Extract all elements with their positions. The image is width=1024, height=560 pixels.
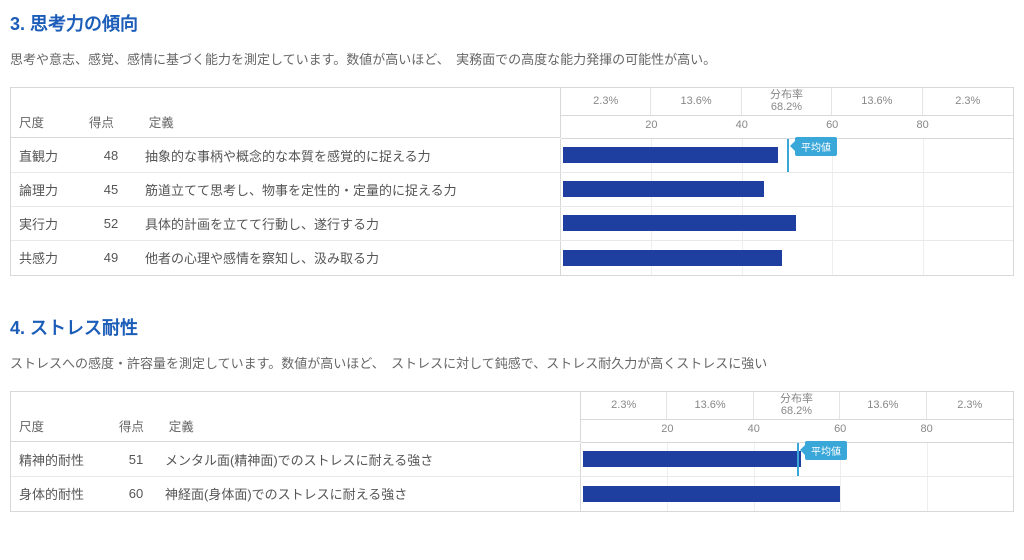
row-bar-cell: 平均値 [581, 443, 1013, 476]
header-scale: 尺度 [11, 416, 111, 435]
row-definition: メンタル面(精神面)でのストレスに耐える強さ [161, 443, 581, 476]
section-title: 4. ストレス耐性 [10, 314, 1014, 340]
distribution-cell: 2.3% [581, 392, 667, 419]
distribution-cell: 13.6% [840, 392, 926, 419]
table-row: 直観力48抽象的な事柄や概念的な本質を感覚的に捉える力 平均値 [11, 139, 1013, 173]
row-bar-cell [581, 477, 1013, 511]
table-row: 身体的耐性60神経面(身体面)でのストレスに耐える強さ [11, 477, 1013, 511]
average-badge: 平均値 [805, 441, 847, 460]
average-badge: 平均値 [795, 137, 837, 156]
header-score: 得点 [111, 416, 161, 435]
section-sec4: 4. ストレス耐性ストレスへの感度・許容量を測定しています。数値が高いほど、 ス… [10, 314, 1014, 512]
row-label: 共感力 [11, 241, 81, 275]
axis-tick: 60 [826, 119, 838, 131]
row-bar-cell: 平均値 [561, 139, 1013, 172]
axis-tick: 80 [920, 423, 932, 435]
table-row: 精神的耐性51メンタル面(精神面)でのストレスに耐える強さ 平均値 [11, 443, 1013, 477]
header-definition: 定義 [161, 416, 580, 435]
row-label: 身体的耐性 [11, 477, 111, 511]
header-definition: 定義 [141, 112, 560, 131]
chart-header: 2.3%13.6%分布率68.2%13.6%2.3%20406080 [581, 392, 1013, 443]
axis-tick: 80 [916, 119, 928, 131]
row-label: 精神的耐性 [11, 443, 111, 476]
row-score: 49 [81, 241, 141, 275]
row-definition: 具体的計画を立てて行動し、遂行する力 [141, 207, 561, 240]
table-header-left: 尺度得点定義 [11, 88, 561, 138]
row-score: 51 [111, 443, 161, 476]
axis-row: 20 40 60 80 [581, 420, 1013, 442]
header-score: 得点 [81, 112, 141, 131]
header-scale: 尺度 [11, 112, 81, 131]
bar [563, 215, 796, 231]
row-bar-cell [561, 241, 1013, 275]
distribution-cell: 2.3% [923, 88, 1013, 115]
row-definition: 抽象的な事柄や概念的な本質を感覚的に捉える力 [141, 139, 561, 172]
table-row: 共感力49他者の心理や感情を察知し、汲み取る力 [11, 241, 1013, 275]
table-header-left: 尺度得点定義 [11, 392, 581, 442]
row-definition: 神経面(身体面)でのストレスに耐える強さ [161, 477, 581, 511]
distribution-cell: 2.3% [927, 392, 1013, 419]
bar [563, 250, 782, 266]
table-row: 実行力52具体的計画を立てて行動し、遂行する力 [11, 207, 1013, 241]
distribution-cell: 2.3% [561, 88, 651, 115]
section-description: 思考や意志、感覚、感情に基づく能力を測定しています。数値が高いほど、 実務面での… [10, 50, 1014, 71]
row-label: 論理力 [11, 173, 81, 206]
bar [583, 451, 801, 467]
distribution-row: 2.3%13.6%分布率68.2%13.6%2.3% [581, 392, 1013, 420]
average-line [787, 139, 789, 172]
axis-row: 20 40 60 80 [561, 116, 1013, 138]
bar [563, 147, 778, 163]
data-panel: 尺度得点定義2.3%13.6%分布率68.2%13.6%2.3%20406080… [10, 87, 1014, 276]
distribution-cell: 13.6% [667, 392, 753, 419]
axis-tick: 40 [748, 423, 760, 435]
row-score: 60 [111, 477, 161, 511]
row-score: 52 [81, 207, 141, 240]
row-score: 48 [81, 139, 141, 172]
distribution-cell: 13.6% [832, 88, 922, 115]
axis-tick: 60 [834, 423, 846, 435]
axis-tick: 20 [645, 119, 657, 131]
data-panel: 尺度得点定義2.3%13.6%分布率68.2%13.6%2.3%20406080… [10, 391, 1014, 512]
row-definition: 筋道立てて思考し、物事を定性的・定量的に捉える力 [141, 173, 561, 206]
row-score: 45 [81, 173, 141, 206]
table-row: 論理力45筋道立てて思考し、物事を定性的・定量的に捉える力 [11, 173, 1013, 207]
axis-tick: 40 [736, 119, 748, 131]
bar [583, 486, 840, 502]
distribution-cell: 分布率68.2% [754, 392, 840, 419]
section-title: 3. 思考力の傾向 [10, 10, 1014, 36]
distribution-row: 2.3%13.6%分布率68.2%13.6%2.3% [561, 88, 1013, 116]
average-line [797, 443, 799, 476]
distribution-cell: 分布率68.2% [742, 88, 832, 115]
distribution-cell: 13.6% [651, 88, 741, 115]
section-sec3: 3. 思考力の傾向思考や意志、感覚、感情に基づく能力を測定しています。数値が高い… [10, 10, 1014, 276]
chart-header: 2.3%13.6%分布率68.2%13.6%2.3%20406080 [561, 88, 1013, 139]
bar [563, 181, 764, 197]
row-label: 直観力 [11, 139, 81, 172]
row-label: 実行力 [11, 207, 81, 240]
row-bar-cell [561, 173, 1013, 206]
row-bar-cell [561, 207, 1013, 240]
section-description: ストレスへの感度・許容量を測定しています。数値が高いほど、 ストレスに対して鈍感… [10, 354, 1014, 375]
axis-tick: 20 [661, 423, 673, 435]
row-definition: 他者の心理や感情を察知し、汲み取る力 [141, 241, 561, 275]
